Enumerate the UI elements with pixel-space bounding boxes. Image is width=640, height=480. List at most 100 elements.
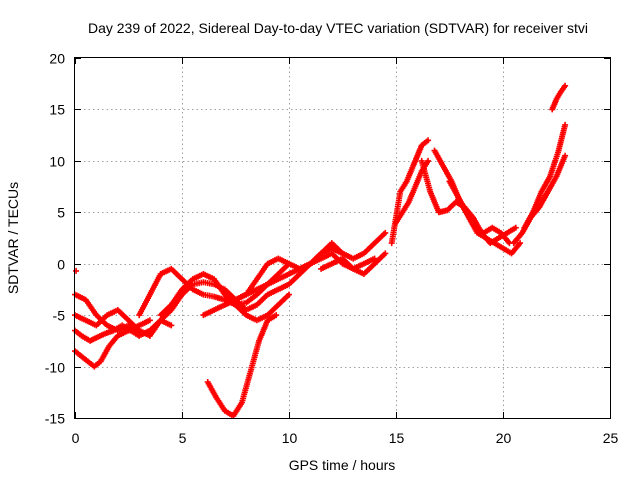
data-point (73, 267, 80, 274)
data-point-run (189, 271, 205, 283)
data-point-run (480, 225, 494, 236)
data-point-run (78, 353, 90, 364)
data-point-run (253, 262, 270, 283)
data-point-run (213, 394, 227, 413)
chart-title: Day 239 of 2022, Sidereal Day-to-day VTE… (88, 20, 588, 36)
series-s12 (388, 137, 432, 247)
x-axis-label: GPS time / hours (289, 457, 396, 473)
data-point-run (530, 190, 544, 216)
data-point-run (339, 250, 355, 261)
x-tick-label: 25 (603, 430, 619, 446)
data-point-run (339, 255, 355, 271)
data-point-run (264, 287, 280, 298)
data-point-run (238, 370, 253, 406)
data-point-run (553, 90, 563, 103)
y-tick-label: -10 (45, 360, 65, 376)
data-point-run (489, 224, 503, 235)
data-point-run (547, 149, 561, 180)
y-tick-label: -15 (45, 411, 65, 427)
data-point-run (397, 180, 409, 195)
data-point-run (211, 276, 227, 296)
data-point-run (146, 272, 163, 298)
data-point-run (360, 255, 378, 267)
data-point-run (427, 188, 441, 214)
data-point-run (510, 231, 524, 247)
data-point-run (106, 334, 120, 349)
data-point-run (110, 323, 124, 334)
data-points (72, 82, 569, 419)
data-point-run (444, 200, 458, 214)
data-point-run (275, 282, 291, 293)
data-point-run (491, 240, 505, 251)
data-point-run (286, 260, 301, 271)
x-tick-label: 5 (179, 430, 187, 446)
data-point-run (247, 339, 262, 375)
x-tick-label: 0 (72, 430, 80, 446)
series-s20 (73, 267, 80, 274)
data-point-run (318, 261, 333, 272)
data-point-run (157, 308, 173, 324)
data-point-run (82, 296, 99, 317)
data-point-run (350, 251, 366, 262)
data-point-run (318, 251, 333, 262)
data-point-run (538, 175, 553, 195)
data-point-run (146, 319, 163, 339)
data-point-run (275, 255, 291, 266)
y-tick-label: 0 (57, 257, 65, 273)
data-point-run (179, 282, 195, 298)
y-tick-label: 5 (57, 205, 65, 221)
data-point-run (482, 235, 496, 246)
data-point-run (508, 240, 524, 257)
data-point-run (360, 241, 377, 257)
data-point-run (504, 224, 519, 236)
series-s9 (204, 312, 280, 419)
data-point-run (474, 229, 488, 240)
data-point-run (544, 175, 559, 195)
data-point-run (200, 307, 216, 319)
data-point-run (253, 282, 269, 293)
data-point-run (446, 178, 461, 199)
data-point-run (521, 211, 535, 231)
data-point-run (557, 82, 569, 95)
x-tick-label: 15 (389, 430, 405, 446)
data-point-run (360, 262, 377, 277)
y-tick-label: 20 (49, 51, 65, 67)
data-point-run (328, 240, 344, 255)
data-point-run (125, 317, 141, 333)
series-s11 (318, 250, 389, 277)
data-point-run (536, 190, 550, 211)
data-point-run (256, 319, 270, 344)
data-point-run (403, 164, 416, 185)
series-s4 (72, 307, 153, 339)
data-point-run (221, 297, 237, 308)
y-axis-label: SDTVAR / TECUs (5, 182, 21, 294)
data-point-run (114, 307, 130, 322)
data-point-run (371, 229, 389, 247)
data-point-run (553, 152, 569, 180)
data-point-run (200, 271, 216, 282)
series-s16 (446, 178, 513, 247)
data-point-run (211, 302, 226, 313)
y-tick-label: 15 (49, 102, 65, 118)
x-tick-label: 10 (282, 430, 298, 446)
data-point-run (243, 292, 259, 306)
plot-frame (74, 57, 611, 419)
data-point-run (168, 288, 184, 308)
data-point-run (243, 312, 259, 323)
data-point-run (275, 291, 292, 308)
data-point-run (243, 277, 259, 298)
y-tick-label: -5 (53, 308, 66, 324)
data-point-run (264, 312, 280, 324)
data-point-run (264, 303, 280, 319)
data-point-run (393, 211, 405, 226)
data-point-run (455, 193, 469, 214)
data-point-run (136, 317, 153, 329)
data-point-run (97, 344, 112, 365)
data-point-run (497, 229, 513, 247)
data-point-run (418, 157, 433, 193)
data-point-run (463, 209, 478, 229)
data-point-run (555, 121, 569, 154)
y-tick-label: 10 (49, 154, 65, 170)
data-point-run (253, 313, 269, 324)
